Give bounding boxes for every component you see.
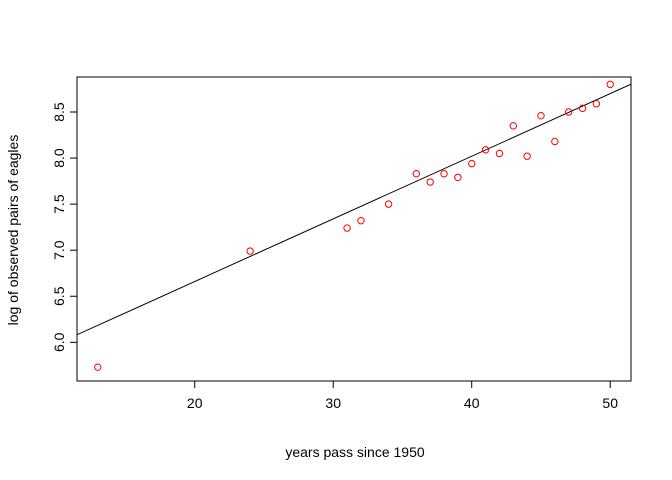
y-axis-title: log of observed pairs of eagles — [5, 135, 21, 326]
data-point — [606, 80, 614, 89]
data-point — [384, 200, 393, 208]
data-point — [94, 363, 102, 371]
data-point — [246, 247, 254, 255]
data-point — [551, 137, 559, 146]
chart-axes: 20 30 40 50 6.0 6.5 7.0 7.5 8.0 8.5 — [51, 76, 632, 411]
y-tick-label: 6.5 — [51, 286, 67, 306]
y-tick-label: 7.0 — [51, 240, 67, 260]
regression-line — [77, 83, 631, 336]
data-point — [454, 173, 462, 182]
data-point — [495, 149, 504, 158]
x-axis-title: years pass since 1950 — [285, 444, 425, 460]
data-point — [481, 146, 490, 154]
y-tick-label: 8.0 — [51, 148, 67, 168]
chart-marks — [77, 80, 631, 371]
data-point — [509, 122, 517, 130]
data-point — [578, 104, 587, 113]
data-point — [412, 170, 421, 178]
data-point — [592, 100, 601, 108]
x-tick-label: 50 — [602, 395, 618, 411]
data-point — [537, 111, 545, 120]
x-tick-label: 30 — [325, 395, 341, 411]
data-point — [523, 152, 531, 160]
data-point — [357, 217, 365, 225]
data-point — [426, 178, 434, 186]
data-point — [468, 159, 476, 168]
x-tick-label: 20 — [187, 395, 203, 411]
data-point — [440, 170, 448, 178]
y-tick-label: 6.0 — [51, 332, 67, 352]
y-tick-label: 8.5 — [51, 102, 67, 122]
plot-frame — [76, 76, 632, 382]
data-point — [343, 224, 351, 232]
data-point — [564, 108, 573, 116]
y-tick-label: 7.5 — [51, 194, 67, 214]
x-tick-label: 40 — [464, 395, 480, 411]
